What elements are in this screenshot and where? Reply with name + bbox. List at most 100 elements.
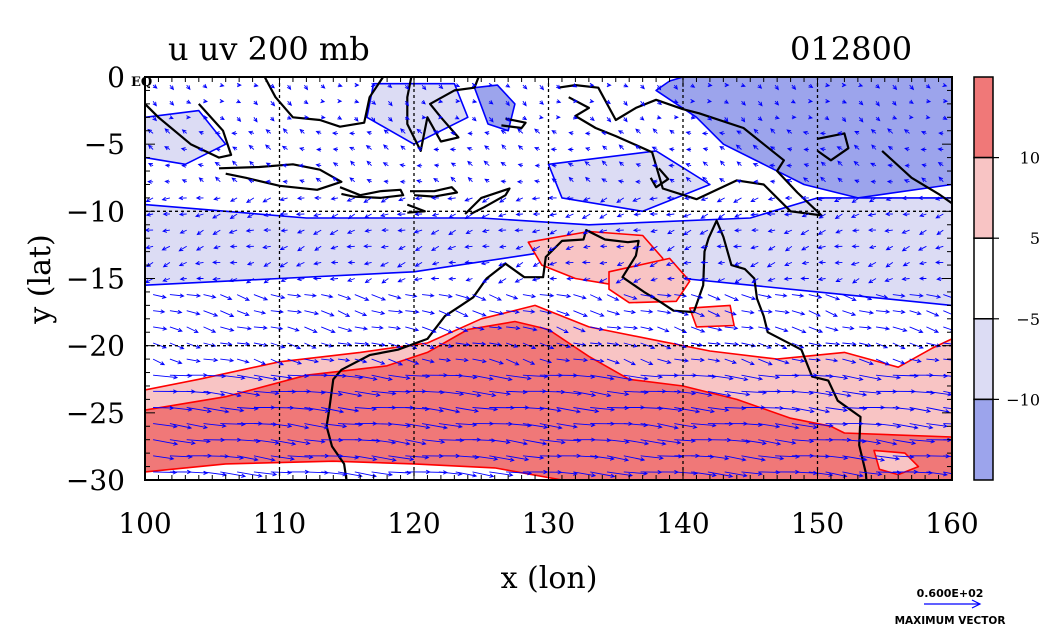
- wind-vector-675: [203, 310, 219, 317]
- wind-vector-308: [484, 178, 490, 183]
- wind-vector-710: [791, 310, 806, 316]
- x-axis-label: x (lon): [501, 561, 598, 596]
- wind-vector-390: [246, 213, 255, 218]
- wind-vector-741: [506, 325, 521, 331]
- wind-vector-663: [808, 294, 823, 299]
- wind-vector-1008: [153, 423, 178, 429]
- wind-vector-1078: [522, 439, 548, 446]
- wind-vector-746: [590, 326, 604, 332]
- wind-vector-192: [147, 144, 154, 150]
- wind-vector-34: [724, 82, 730, 88]
- wind-vector-540: [347, 260, 355, 265]
- wind-vector-372: [750, 197, 759, 202]
- wind-vector-592: [413, 277, 423, 282]
- wind-vector-93: [908, 99, 914, 104]
- wind-vector-326: [786, 179, 793, 183]
- wind-vector-1151: [943, 455, 952, 458]
- eq-label: EQ: [131, 75, 152, 90]
- wind-vector-142: [925, 115, 931, 120]
- wind-vector-377: [833, 197, 843, 202]
- wind-vector-126: [656, 115, 662, 120]
- colorbar-segment-3: [973, 318, 994, 401]
- wind-vector-655: [674, 293, 688, 298]
- wind-vector-479: [936, 229, 944, 236]
- wind-vector-572: [885, 262, 894, 268]
- wind-vector-295: [265, 179, 271, 184]
- wind-vector-922: [321, 390, 344, 397]
- wind-vector-13: [370, 82, 376, 88]
- wind-vector-45: [909, 84, 915, 91]
- wind-vector-1130: [590, 455, 615, 461]
- wind-vector-43: [875, 84, 881, 89]
- wind-vector-449: [430, 229, 440, 235]
- wind-vector-185: [837, 131, 843, 136]
- wind-vector-55: [270, 100, 276, 107]
- wind-vector-119: [538, 115, 544, 120]
- wind-vector-252: [350, 160, 356, 167]
- wind-vector-270: [651, 163, 658, 168]
- y-tick-label-6: −30: [66, 464, 125, 497]
- wind-vector-436: [212, 229, 221, 235]
- wind-vector-14: [387, 83, 393, 89]
- wind-vector-728: [287, 326, 300, 332]
- wind-vector-165: [500, 129, 507, 135]
- wind-vector-848: [691, 357, 705, 363]
- wind-vector-280: [820, 161, 826, 167]
- wind-vector-590: [381, 278, 389, 284]
- wind-vector-153: [299, 128, 305, 134]
- wind-vector-736: [421, 326, 437, 333]
- wind-vector-574: [918, 260, 927, 266]
- wind-vector-1170: [455, 471, 478, 478]
- wind-vector-938: [590, 390, 612, 398]
- wind-vector-177: [701, 131, 708, 136]
- wind-vector-402: [448, 213, 456, 218]
- wind-vector-184: [819, 131, 826, 136]
- chart-title-right: 012800: [790, 30, 912, 68]
- wind-vector-552: [548, 261, 557, 266]
- wind-vector-680: [287, 309, 303, 315]
- wind-vector-602: [582, 277, 591, 282]
- wind-vector-841: [573, 357, 589, 363]
- wind-vector-231: [803, 147, 809, 152]
- wind-vector-776: [287, 342, 302, 350]
- wind-vector-817: [169, 358, 183, 365]
- wind-vector-338: [178, 195, 187, 201]
- wind-vector-829: [371, 358, 386, 365]
- wind-vector-264: [551, 163, 557, 168]
- wind-vector-381: [901, 195, 910, 201]
- wind-vector-208: [417, 147, 423, 152]
- wind-vector-309: [500, 179, 507, 184]
- coastline-10: [557, 83, 823, 217]
- wind-vector-71: [539, 100, 544, 105]
- wind-vector-745: [573, 326, 586, 333]
- wind-vector-203: [332, 147, 339, 152]
- wind-vector-1083: [606, 439, 630, 444]
- wind-vector-215: [534, 146, 540, 151]
- wind-vector-649: [573, 294, 587, 300]
- wind-vector-1079: [539, 439, 566, 445]
- wind-vector-797: [640, 342, 656, 349]
- wind-vector-990: [657, 407, 683, 413]
- y-axis-label: y (lat): [23, 234, 58, 324]
- wind-vector-50: [186, 99, 192, 104]
- wind-vector-897: [707, 374, 734, 381]
- wind-vector-181: [770, 128, 776, 134]
- wind-vector-704: [690, 310, 706, 317]
- wind-vector-1023: [405, 423, 431, 430]
- wind-vector-1070: [388, 439, 411, 446]
- wind-vector-134: [791, 115, 797, 120]
- wind-vector-76: [623, 100, 628, 107]
- wind-vector-672: [153, 309, 166, 314]
- wind-vector-718: [926, 310, 940, 317]
- wind-vector-186: [854, 131, 860, 135]
- wind-vector-19: [471, 82, 477, 88]
- wind-vector-85: [774, 100, 780, 106]
- wind-vector-121: [572, 115, 578, 120]
- wind-vector-1165: [371, 471, 394, 477]
- wind-vector-104: [286, 115, 292, 120]
- wind-vector-128: [690, 115, 696, 120]
- wind-vector-763: [875, 326, 891, 331]
- wind-vector-187: [870, 129, 877, 134]
- colorbar-label-3: −10: [1006, 390, 1040, 409]
- wind-vector-977: [438, 407, 461, 414]
